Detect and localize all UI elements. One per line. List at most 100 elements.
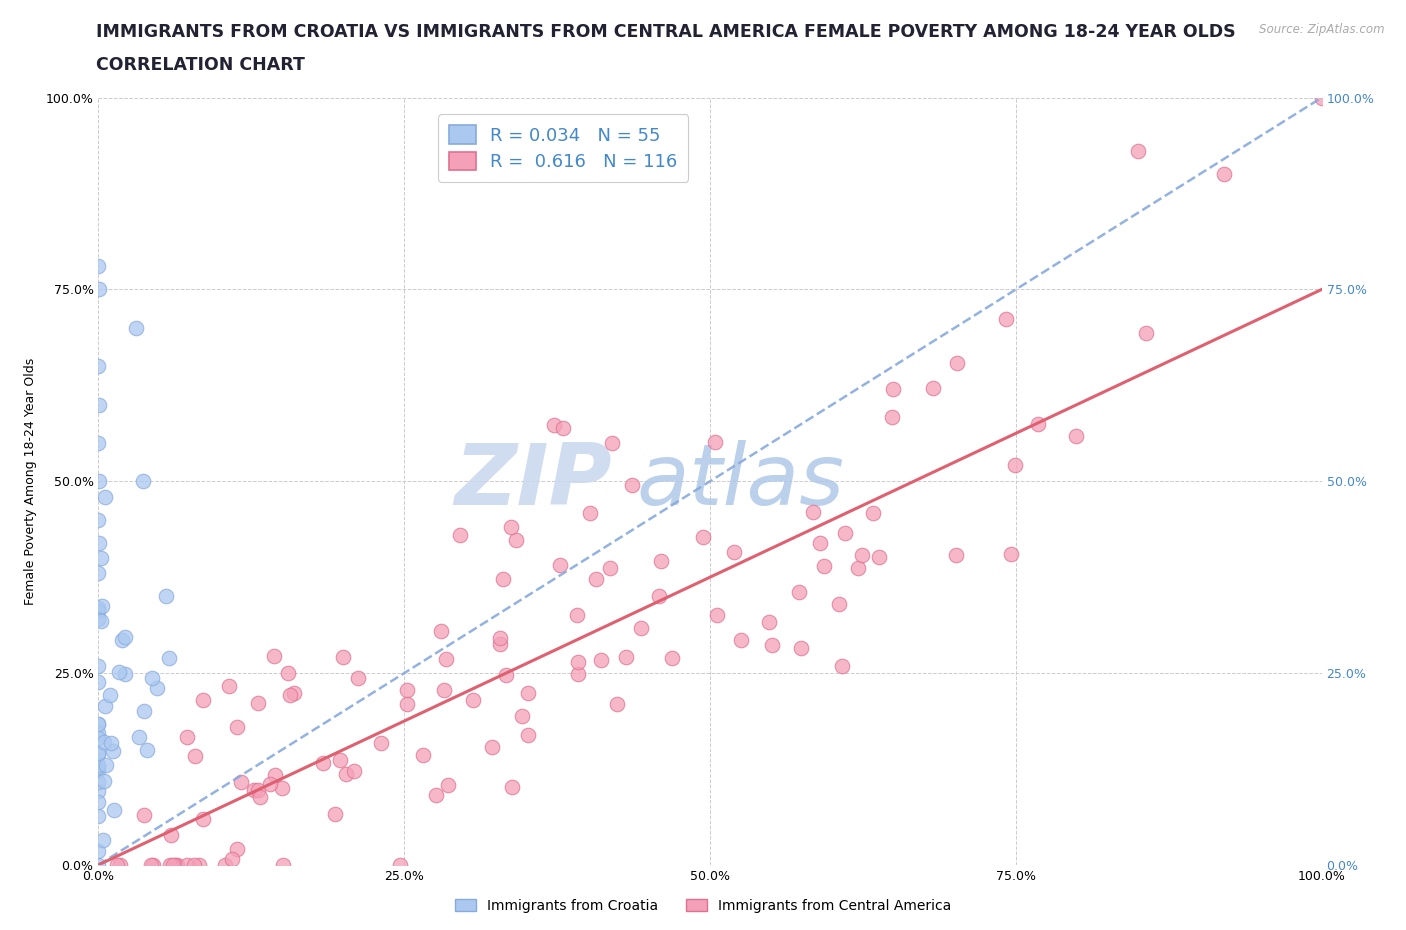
Point xyxy=(630,620,652,635)
Point xyxy=(846,561,869,576)
Point xyxy=(1026,417,1049,432)
Text: IMMIGRANTS FROM CROATIA VS IMMIGRANTS FROM CENTRAL AMERICA FEMALE POVERTY AMONG : IMMIGRANTS FROM CROATIA VS IMMIGRANTS FR… xyxy=(96,23,1236,41)
Point xyxy=(347,671,370,686)
Point xyxy=(259,777,281,791)
Point xyxy=(87,747,110,762)
Point xyxy=(142,857,165,872)
Point xyxy=(648,589,671,604)
Point xyxy=(834,525,856,540)
Point xyxy=(93,734,115,749)
Point xyxy=(1000,547,1022,562)
Point xyxy=(87,725,110,740)
Point xyxy=(395,683,418,698)
Point xyxy=(921,380,943,395)
Point xyxy=(231,774,253,789)
Point xyxy=(157,651,180,666)
Point xyxy=(141,671,163,685)
Point xyxy=(995,312,1018,326)
Text: Source: ZipAtlas.com: Source: ZipAtlas.com xyxy=(1260,23,1385,36)
Point xyxy=(481,739,503,754)
Point xyxy=(283,685,305,700)
Point xyxy=(87,857,110,872)
Point xyxy=(87,604,110,618)
Point xyxy=(1310,90,1333,105)
Point xyxy=(703,434,725,449)
Point xyxy=(87,512,110,527)
Point xyxy=(599,560,621,575)
Point xyxy=(162,857,184,872)
Point xyxy=(620,478,643,493)
Point xyxy=(159,857,181,872)
Y-axis label: Female Poverty Among 18-24 Year Olds: Female Poverty Among 18-24 Year Olds xyxy=(24,358,38,604)
Point xyxy=(247,696,270,711)
Point xyxy=(132,807,155,822)
Point xyxy=(831,658,853,673)
Point xyxy=(107,664,129,679)
Point xyxy=(87,612,110,627)
Point xyxy=(163,857,186,872)
Point xyxy=(945,548,967,563)
Point xyxy=(425,788,447,803)
Legend: Immigrants from Croatia, Immigrants from Central America: Immigrants from Croatia, Immigrants from… xyxy=(450,894,956,919)
Point xyxy=(516,685,538,700)
Point xyxy=(128,729,150,744)
Point xyxy=(278,687,301,702)
Point xyxy=(579,506,602,521)
Point xyxy=(87,717,110,732)
Point xyxy=(136,743,159,758)
Point xyxy=(87,435,110,450)
Point xyxy=(105,857,128,872)
Point xyxy=(828,597,851,612)
Point xyxy=(263,649,285,664)
Point xyxy=(243,782,266,797)
Point xyxy=(1064,428,1087,443)
Point xyxy=(661,650,683,665)
Point xyxy=(543,418,565,432)
Point xyxy=(501,779,523,794)
Point xyxy=(100,736,122,751)
Point xyxy=(332,649,354,664)
Point xyxy=(87,601,110,616)
Text: ZIP: ZIP xyxy=(454,440,612,523)
Point xyxy=(461,693,484,708)
Point xyxy=(87,473,110,489)
Point xyxy=(87,658,110,673)
Point xyxy=(567,667,589,682)
Point xyxy=(311,755,333,770)
Point xyxy=(89,397,111,412)
Point xyxy=(87,282,110,297)
Point xyxy=(589,653,612,668)
Point xyxy=(87,775,110,790)
Point xyxy=(246,782,269,797)
Point xyxy=(723,545,745,560)
Point xyxy=(1128,144,1150,159)
Point xyxy=(808,536,831,551)
Point xyxy=(191,812,214,827)
Point xyxy=(1212,167,1234,182)
Point xyxy=(90,551,112,565)
Point xyxy=(790,641,813,656)
Point xyxy=(495,667,517,682)
Point xyxy=(730,633,752,648)
Point xyxy=(489,637,512,652)
Point xyxy=(323,806,346,821)
Point xyxy=(91,832,114,847)
Point xyxy=(813,559,835,574)
Point xyxy=(87,809,110,824)
Point xyxy=(434,651,457,666)
Point xyxy=(505,532,527,547)
Point xyxy=(225,842,247,857)
Point xyxy=(221,851,243,866)
Point xyxy=(706,607,728,622)
Point xyxy=(108,857,131,872)
Point xyxy=(1004,458,1026,472)
Point xyxy=(489,631,512,645)
Point xyxy=(249,790,271,804)
Point xyxy=(553,420,575,435)
Point xyxy=(87,758,110,773)
Point xyxy=(176,857,198,872)
Point xyxy=(565,607,588,622)
Point xyxy=(87,763,110,777)
Point xyxy=(93,773,115,788)
Point xyxy=(510,709,533,724)
